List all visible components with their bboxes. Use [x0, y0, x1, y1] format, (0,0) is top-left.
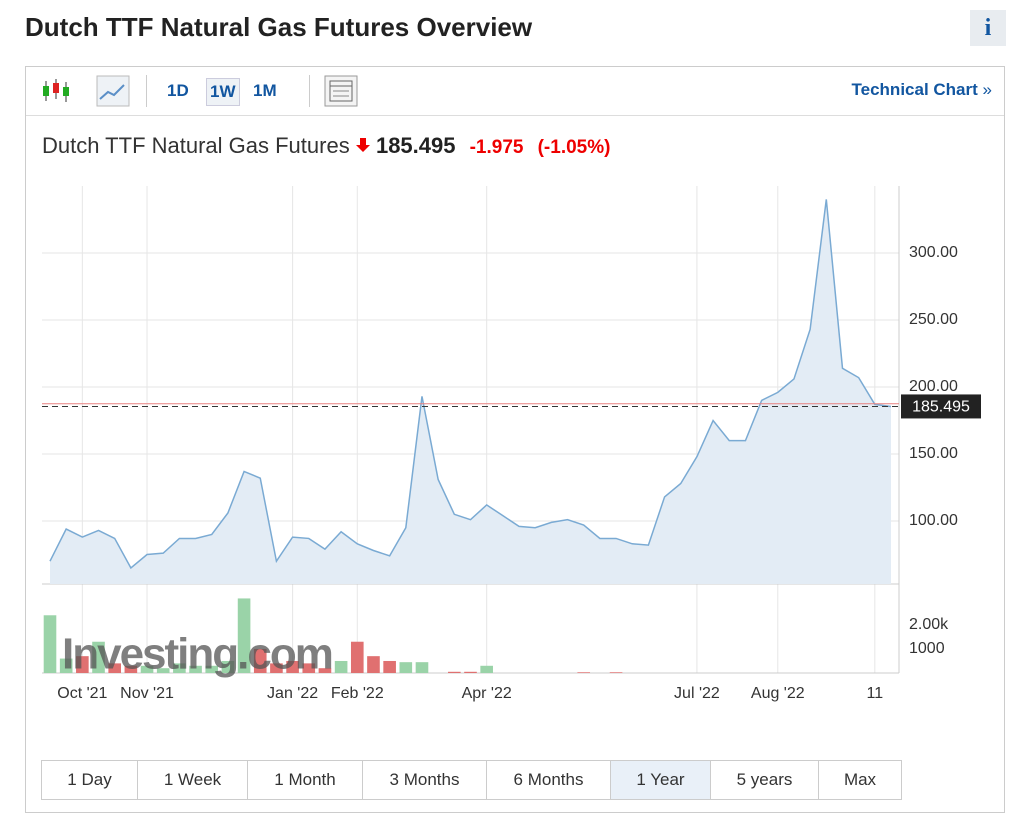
range-button[interactable]: 6 Months [487, 761, 611, 799]
volume-bar [383, 660, 396, 673]
down-arrow [355, 138, 370, 152]
y-tick-label: 150.00 [909, 445, 958, 462]
volume-bar [367, 656, 380, 673]
volume-bar [609, 672, 623, 673]
widget: 1D 1W 1M Technical Chart » Dutch TTF Natur… [25, 66, 1005, 813]
volume-bar [173, 663, 186, 673]
y-tick-label: 250.00 [909, 311, 958, 328]
price-change: -1.975 [469, 137, 524, 158]
y-tick-label: 100.00 [909, 512, 958, 529]
volume-bar [108, 663, 121, 673]
volume-bar [448, 671, 461, 673]
range-button[interactable]: 5 years [711, 761, 819, 799]
technical-chart-link[interactable]: Technical Chart » [852, 80, 992, 100]
volume-bar [156, 668, 170, 673]
table-icon[interactable] [324, 75, 358, 107]
price-line [49, 199, 892, 570]
volume-bar [480, 665, 493, 673]
volume-tick-label: 1000 [909, 640, 945, 657]
quote: Dutch TTF Natural Gas Futures 185.495 -1… [42, 133, 610, 159]
range-button[interactable]: 1 Month [248, 761, 363, 799]
volume-bar [59, 658, 73, 673]
x-tick-label: Feb '22 [331, 685, 384, 702]
info-button[interactable]: i [970, 10, 1006, 46]
link-arrow[interactable]: » [982, 80, 992, 99]
volume-bar [318, 668, 332, 673]
page-title: Dutch TTF Natural Gas Futures Overview [25, 12, 533, 42]
volume-bar [237, 598, 251, 673]
last-price-label: 185.495 [912, 399, 970, 416]
percent-change: (-1.05%) [537, 137, 611, 158]
link-text[interactable]: Technical Chart [851, 80, 978, 99]
last-price: 185.495 [375, 133, 456, 158]
chart: Oct '21 Nov '21 Jan '22 Feb '22 Apr '22 Jul '… [42, 186, 981, 702]
last-price-box [901, 394, 981, 419]
range-button[interactable]: 1 Week [138, 761, 248, 799]
volume-bar [334, 660, 348, 673]
volume-bar [92, 641, 105, 673]
range-buttons: 1 Day 1 Week 1 Month 3 Months 6 Months 1 Year… [41, 760, 902, 800]
volume-bar [205, 665, 219, 673]
volume-bar [253, 648, 267, 673]
range-button[interactable]: Max [843, 770, 877, 789]
x-tick-label: 11 [867, 685, 884, 702]
volume-bar [399, 662, 413, 673]
volume-bar [415, 662, 429, 673]
x-tick-label: Aug '22 [751, 685, 805, 702]
line-icon[interactable] [96, 75, 130, 107]
candle-icon[interactable] [40, 77, 74, 105]
volume-bar [221, 660, 235, 673]
volume-bar [270, 663, 283, 673]
range-button[interactable]: 1 Day [42, 761, 138, 799]
x-tick-label: Apr '22 [462, 685, 512, 702]
x-tick-label: Jan '22 [267, 685, 318, 702]
watermark: Investing.com [62, 630, 332, 679]
volume-bar [140, 665, 154, 673]
range-button[interactable]: 3 Months [363, 761, 487, 799]
volume-bar [189, 665, 202, 673]
interval-button[interactable]: 1W [206, 78, 240, 106]
interval-button[interactable]: 1M [253, 81, 277, 100]
x-tick-label: Nov '21 [120, 685, 174, 702]
volume-bar [76, 656, 89, 673]
range-button[interactable]: 1 Year [611, 761, 711, 799]
volume-bar [577, 672, 591, 673]
price-area [50, 199, 891, 584]
instrument-name: Dutch TTF Natural Gas Futures [42, 133, 350, 158]
volume-bar [350, 641, 364, 673]
toolbar: 1D 1W 1M Technical Chart » [26, 67, 1004, 116]
volume-bar [43, 615, 57, 673]
interval-button[interactable]: 1D [167, 81, 189, 100]
volume-bar [124, 665, 138, 673]
y-tick-label: 200.00 [909, 378, 958, 395]
volume-tick-label: 2.00k [909, 616, 949, 633]
volume-bar [302, 663, 316, 673]
y-tick-label: 300.00 [909, 244, 958, 261]
volume-bar [286, 660, 299, 673]
volume-bar [464, 671, 477, 673]
x-tick-label: Oct '21 [57, 685, 107, 702]
x-tick-label: Jul '22 [674, 685, 720, 702]
